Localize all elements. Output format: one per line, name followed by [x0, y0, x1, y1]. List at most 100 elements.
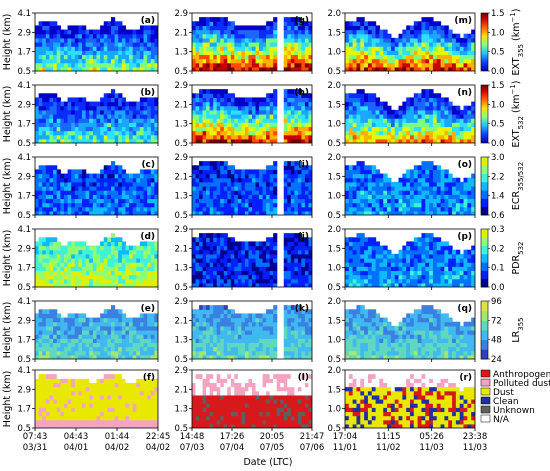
- data-cell: [195, 122, 200, 128]
- data-cell: [100, 29, 105, 35]
- data-cell: [255, 173, 260, 179]
- data-cell: [410, 249, 415, 255]
- data-cell: [92, 101, 98, 107]
- data-cell: [60, 114, 65, 119]
- data-cell: [440, 62, 446, 68]
- data-cell: [297, 50, 303, 56]
- data-cell: [114, 66, 119, 71]
- data-cell: [147, 206, 152, 212]
- data-cell: [255, 253, 260, 259]
- data-cell: [294, 138, 299, 143]
- data-cell: [92, 317, 98, 323]
- data-cell: [283, 138, 288, 143]
- data-cell: [143, 258, 148, 263]
- data-cell: [150, 37, 155, 43]
- data-cell: [269, 282, 274, 287]
- data-cell: [345, 118, 350, 123]
- data-cell: [74, 210, 80, 215]
- data-cell: [297, 253, 303, 259]
- data-cell: [230, 58, 235, 64]
- data-cell: [297, 21, 303, 27]
- data-cell: [413, 105, 419, 111]
- data-cell: [241, 42, 246, 47]
- data-cell: [375, 118, 381, 123]
- data-cell: [432, 249, 438, 255]
- data-cell: [136, 42, 141, 47]
- data-cell: [74, 330, 80, 335]
- data-cell: [110, 270, 116, 276]
- data-cell: [364, 46, 369, 51]
- data-cell: [432, 278, 438, 284]
- data-cell: [71, 181, 76, 187]
- data-cell: [60, 198, 65, 204]
- data-cell: [85, 249, 90, 255]
- data-cell: [448, 202, 453, 208]
- data-cell: [287, 97, 292, 103]
- data-cell: [259, 97, 264, 103]
- panel-cells: [35, 305, 158, 359]
- data-cell: [42, 346, 47, 352]
- data-cell: [56, 46, 61, 51]
- data-cell: [402, 109, 407, 115]
- data-cell: [213, 282, 218, 287]
- data-cell: [421, 17, 426, 22]
- data-cell: [248, 206, 253, 212]
- data-cell: [38, 50, 43, 56]
- data-cell: [283, 134, 288, 140]
- data-cell: [103, 237, 108, 243]
- data-cell: [417, 93, 423, 99]
- data-cell: [202, 50, 207, 56]
- data-cell: [220, 62, 225, 68]
- data-cell: [452, 138, 457, 143]
- data-cell: [49, 309, 54, 315]
- data-cell: [56, 114, 61, 119]
- data-cell: [459, 66, 465, 71]
- data-cell: [209, 270, 214, 276]
- data-cell: [255, 198, 260, 204]
- data-cell: [308, 93, 312, 99]
- data-cell: [49, 210, 54, 215]
- data-cell: [290, 210, 295, 215]
- data-cell: [220, 114, 225, 119]
- data-cell: [63, 173, 69, 179]
- data-cell: [213, 109, 218, 115]
- data-cell: [269, 33, 274, 39]
- data-cell: [406, 62, 411, 68]
- data-cell: [417, 190, 423, 195]
- data-cell: [425, 266, 430, 272]
- data-cell: [195, 210, 200, 215]
- data-cell: [216, 122, 221, 128]
- data-cell: [290, 93, 295, 99]
- y-tick-label: 2.9: [17, 28, 31, 38]
- data-cell: [429, 130, 434, 136]
- data-cell: [92, 350, 98, 356]
- data-cell: [244, 37, 250, 43]
- data-cell: [364, 33, 369, 39]
- data-cell: [78, 346, 83, 352]
- data-cell: [429, 278, 434, 284]
- data-cell: [92, 282, 98, 287]
- data-cell: [413, 186, 419, 191]
- data-cell: [92, 46, 98, 51]
- data-cell: [45, 237, 51, 243]
- data-cell: [283, 181, 288, 187]
- data-cell: [413, 282, 419, 287]
- data-cell: [118, 194, 123, 200]
- data-cell: [459, 126, 465, 132]
- data-cell: [255, 118, 260, 123]
- data-cell: [356, 93, 361, 99]
- data-cell: [304, 114, 310, 119]
- data-cell: [444, 181, 449, 187]
- data-cell: [45, 33, 51, 39]
- data-cell: [308, 62, 312, 68]
- data-cell: [290, 165, 295, 171]
- data-cell: [308, 241, 312, 247]
- data-cell: [216, 126, 221, 132]
- data-cell: [406, 198, 411, 204]
- data-cell: [471, 54, 475, 60]
- data-cell: [432, 118, 438, 123]
- data-cell: [147, 198, 152, 204]
- data-cell: [195, 253, 200, 259]
- data-cell: [383, 42, 388, 47]
- data-cell: [269, 109, 274, 115]
